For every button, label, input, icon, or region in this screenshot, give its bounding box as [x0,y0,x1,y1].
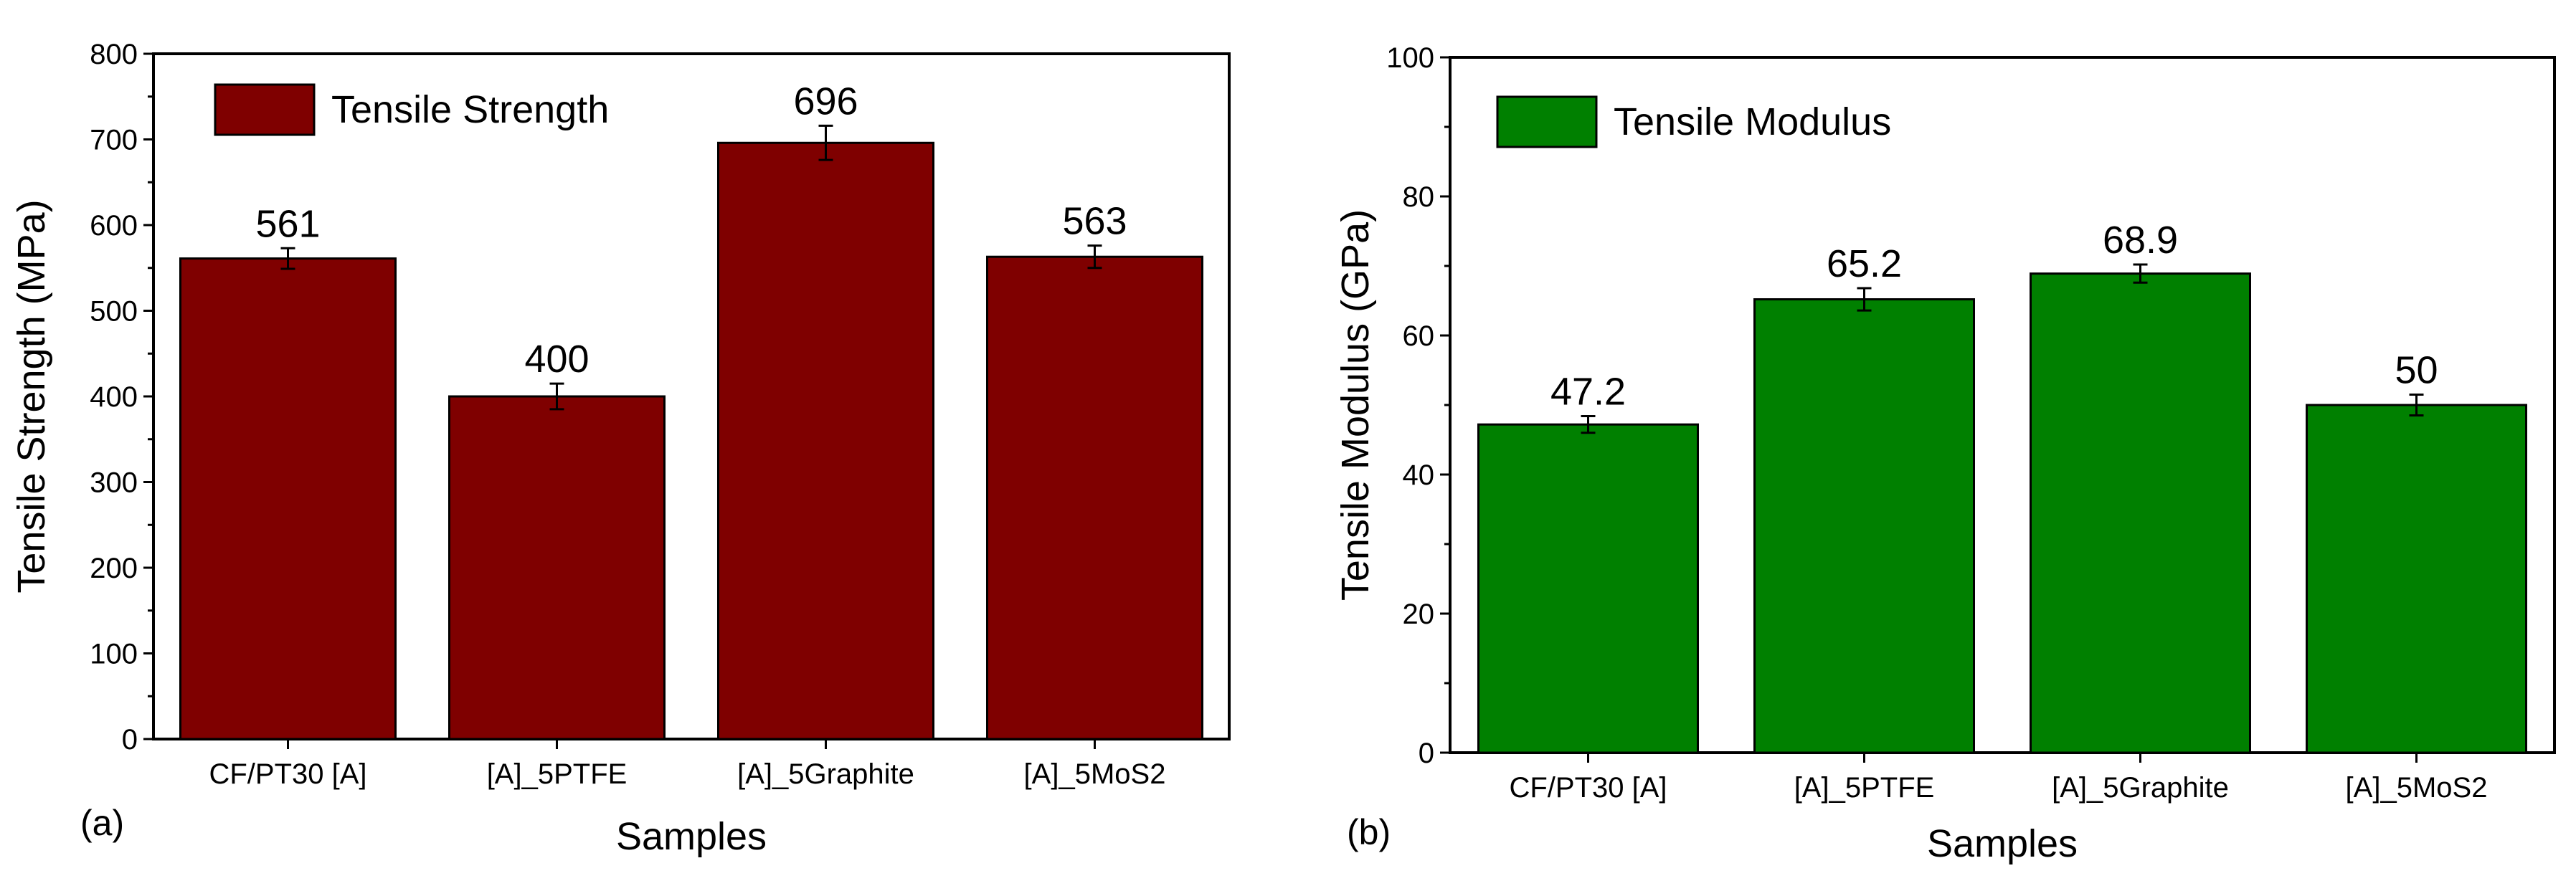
legend-label: Tensile Modulus [1614,100,1891,143]
bar [1753,298,1975,754]
legend-swatch [1496,95,1598,148]
bar [448,395,666,740]
data-label: 68.9 [2103,219,2178,262]
x-tick-label: [A]_5MoS2 [2346,772,2488,804]
bar [986,255,1203,740]
x-tick-label: [A]_5PTFE [487,758,628,790]
data-label: 563 [1062,200,1127,243]
y-tick-label: 600 [90,210,138,242]
y-tick-label: 400 [90,381,138,413]
chart-panel-a: 0 100 200 300 400 500 600 700 800 561 CF/PT30 [A] 4… [10,39,1231,858]
bar [2030,272,2251,754]
y-tick-label: 700 [90,125,138,156]
y-tick-label: 0 [122,724,138,756]
x-tick-label: [A]_5PTFE [1794,772,1935,804]
chart-panel-b: 0 20 40 60 80 100 47.2 CF/PT30 [A] 65.2 [A]_5PTFE… [1334,42,2556,865]
bar [1477,423,1699,754]
y-tick-label: 20 [1403,599,1435,630]
x-tick-label: CF/PT30 [A] [1509,772,1667,804]
data-label: 65.2 [1827,242,1902,285]
y-tick-label: 100 [90,639,138,670]
bar [717,141,934,740]
y-tick-label: 200 [90,553,138,584]
x-tick-label: [A]_5Graphite [2052,772,2229,804]
y-tick-label: 0 [1419,738,1434,769]
legend-swatch [214,83,316,136]
x-tick-label: [A]_5Graphite [737,758,914,790]
y-tick-label: 500 [90,296,138,328]
y-axis-title: Tensile Modulus (GPa) [1334,209,1377,601]
x-tick-label: CF/PT30 [A] [209,758,366,790]
y-tick-label: 60 [1403,320,1435,352]
y-tick-label: 100 [1386,42,1434,74]
bar [179,257,397,740]
y-tick-label: 40 [1403,459,1435,491]
panel-label: (b) [1347,812,1391,852]
y-tick-label: 300 [90,467,138,499]
y-tick-label: 800 [90,39,138,70]
data-label: 50 [2395,348,2438,391]
x-tick-label: [A]_5MoS2 [1024,758,1166,790]
x-axis-title: Samples [1927,822,2078,865]
x-axis-title: Samples [616,815,767,858]
bar [2306,404,2527,754]
y-tick-label: 80 [1403,181,1435,213]
y-axis-title: Tensile Strength (MPa) [10,199,53,593]
legend-label: Tensile Strength [331,88,609,131]
data-label: 400 [524,338,589,381]
data-label: 47.2 [1550,371,1626,414]
data-label: 561 [255,202,320,245]
data-label: 696 [793,80,858,123]
panel-label: (a) [80,803,124,843]
